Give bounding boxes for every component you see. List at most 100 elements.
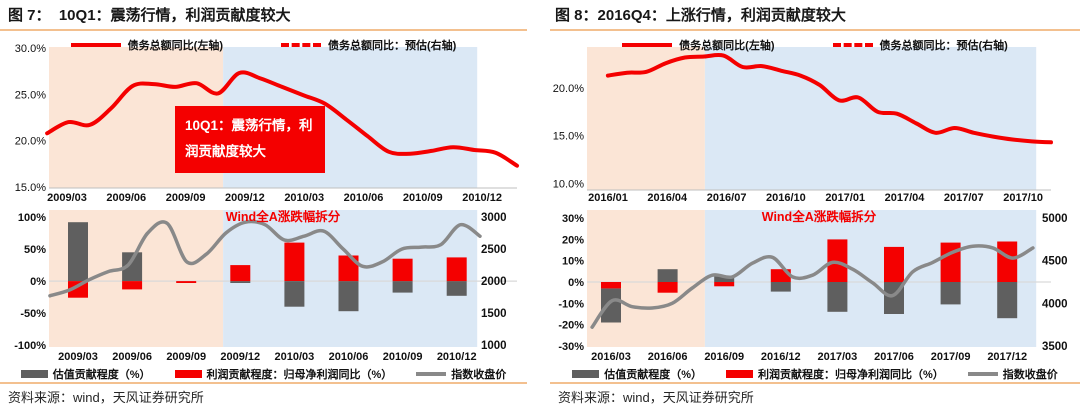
red-box-icon: [174, 370, 202, 378]
x-tick-label: 2016/03: [591, 351, 631, 363]
y-right-tick-label: 2000: [481, 276, 507, 288]
legend-item-debt-growth-forecast: 债务总额同比：预估(右轴): [832, 37, 1008, 53]
x-tick-label: 2010/03: [284, 192, 324, 204]
legend-item-debt-growth: 债务总额同比(左轴): [70, 37, 223, 53]
x-tick-label: 2017/10: [1003, 192, 1043, 204]
x-tick-label: 2009/12: [220, 351, 260, 363]
y-tick-label: 0%: [568, 277, 584, 289]
highlight-band-blue: [704, 47, 1037, 190]
x-tick-label: 2010/12: [437, 351, 477, 363]
gray-line-icon: [967, 372, 998, 376]
x-tick-label: 2016/10: [766, 192, 806, 204]
profit-contribution-bar: [827, 239, 848, 282]
figure-bottom-rule: [0, 382, 527, 384]
legend-label: 债务总额同比：预估(右轴): [879, 40, 1008, 52]
figure-8: 图 8：2016Q4：上涨行情，利润贡献度较大 债务总额同比(左轴) 债务总额同…: [550, 0, 1080, 409]
profit-contribution-bar: [997, 241, 1018, 282]
bottom-chart-legend: 估值贡献程度（%） 利润贡献程度：归母净利润同比（%） 指数收盘价: [0, 366, 527, 382]
x-tick-label: 2016/06: [648, 351, 688, 363]
x-tick-label: 2010/06: [344, 192, 384, 204]
figure-bottom-rule: [550, 382, 1080, 384]
x-tick-label: 2009/06: [112, 351, 152, 363]
y-tick-label: -100%: [14, 340, 46, 352]
gray-line-icon: [416, 372, 447, 376]
red-solid-line-icon: [70, 43, 121, 47]
x-tick-label: 2016/09: [704, 351, 744, 363]
valuation-contribution-bar: [770, 282, 791, 292]
x-tick-label: 2017/12: [987, 351, 1027, 363]
y-tick-label: -20%: [558, 320, 584, 332]
highlight-band-orange: [587, 47, 705, 190]
legend-item-valuation: 估值贡献程度（%）: [572, 366, 702, 382]
x-tick-label: 2017/01: [825, 192, 865, 204]
y-tick-label: -50%: [20, 308, 46, 320]
top-chart-legend: 债务总额同比(左轴) 债务总额同比：预估(右轴): [550, 37, 1080, 53]
x-tick-label: 2016/04: [647, 192, 688, 204]
y-right-tick-label: 4000: [1042, 298, 1068, 310]
x-tick-label: 2016/01: [588, 192, 628, 204]
y-tick-label: 100%: [18, 212, 46, 224]
y-tick-label: 15.0%: [15, 182, 46, 194]
legend-item-valuation: 估值贡献程度（%）: [20, 366, 151, 382]
red-dashed-line-icon: [281, 43, 321, 47]
x-tick-label: 2017/04: [885, 192, 926, 204]
source-note: 资料来源：wind，天风证券研究所: [558, 390, 754, 405]
y-right-tick-label: 5000: [1042, 213, 1068, 225]
y-right-tick-label: 4500: [1042, 256, 1068, 268]
x-tick-label: 2010/09: [383, 351, 423, 363]
y-tick-label: 20%: [562, 234, 584, 246]
y-tick-label: 20.0%: [553, 83, 584, 95]
profit-contribution-bar: [230, 265, 251, 282]
annotation-box: 10Q1：震荡行情，利润贡献度较大: [175, 106, 325, 173]
y-right-tick-label: 2500: [481, 244, 507, 256]
profit-contribution-bar: [122, 281, 143, 290]
legend-item-debt-growth-forecast: 债务总额同比：预估(右轴): [281, 37, 456, 53]
figure8-chart-canvas: 2016/01 2016/04 2016/07 2016/10 2017/01 2017/…: [553, 47, 1068, 363]
source-note: 资料来源：wind，天风证券研究所: [8, 390, 204, 405]
legend-label: 利润贡献程度：归母净利润同比（%）: [206, 369, 393, 381]
bottom-chart-legend: 估值贡献程度（%） 利润贡献程度：归母净利润同比（%） 指数收盘价: [550, 366, 1080, 382]
x-tick-label: 2017/06: [874, 351, 914, 363]
x-tick-label: 2010/03: [275, 351, 315, 363]
index-close-line: [590, 244, 1035, 329]
x-tick-label: 2017/07: [944, 192, 984, 204]
legend-label: 估值贡献程度（%）: [52, 369, 151, 381]
legend-item-profit: 利润贡献程度：归母净利润同比（%）: [174, 366, 393, 382]
debt-growth-line: [45, 70, 519, 168]
profit-contribution-bar: [392, 258, 413, 282]
x-tick-label: 2009/03: [47, 192, 87, 204]
legend-label: 指数收盘价: [1002, 369, 1058, 381]
highlight-band-blue: [704, 210, 1037, 347]
chart-inner-title: Wind全A涨跌幅拆分: [761, 210, 877, 224]
x-tick-label: 2009/03: [58, 351, 98, 363]
legend-item-profit: 利润贡献程度：归母净利润同比（%）: [726, 366, 944, 382]
profit-contribution-bar: [657, 282, 678, 293]
y-tick-label: 0%: [30, 276, 46, 288]
x-tick-label: 2009/06: [106, 192, 146, 204]
x-tick-label: 2017/09: [931, 351, 971, 363]
y-right-tick-label: 3500: [1042, 341, 1068, 353]
valuation-contribution-bar: [657, 269, 678, 282]
x-tick-label: 2010/06: [329, 351, 369, 363]
profit-contribution-bar: [884, 246, 904, 283]
y-tick-label: 30.0%: [15, 43, 46, 55]
valuation-contribution-bar: [68, 222, 88, 282]
valuation-contribution-bar: [601, 288, 621, 323]
figure-7: 图 7： 10Q1：震荡行情，利润贡献度较大 债务总额同比(左轴) 债务总额同比…: [0, 0, 527, 409]
legend-item-index-close: 指数收盘价: [967, 366, 1058, 382]
legend-item-debt-growth: 债务总额同比(左轴): [622, 37, 775, 53]
legend-label: 指数收盘价: [451, 369, 507, 381]
valuation-contribution-bar: [714, 275, 735, 282]
legend-label: 债务总额同比：预估(右轴): [328, 40, 457, 52]
valuation-contribution-bar: [284, 281, 305, 307]
index-close-line: [48, 219, 482, 298]
chart-inner-title: Wind全A涨跌幅拆分: [225, 210, 341, 224]
x-tick-label: 2017/03: [818, 351, 858, 363]
x-tick-label: 2016/12: [761, 351, 801, 363]
profit-contribution-bar: [714, 282, 735, 287]
y-tick-label: 10.0%: [553, 178, 584, 190]
profit-contribution-bar: [601, 282, 621, 289]
y-tick-label: 30%: [562, 213, 584, 225]
debt-growth-line: [605, 52, 1053, 145]
